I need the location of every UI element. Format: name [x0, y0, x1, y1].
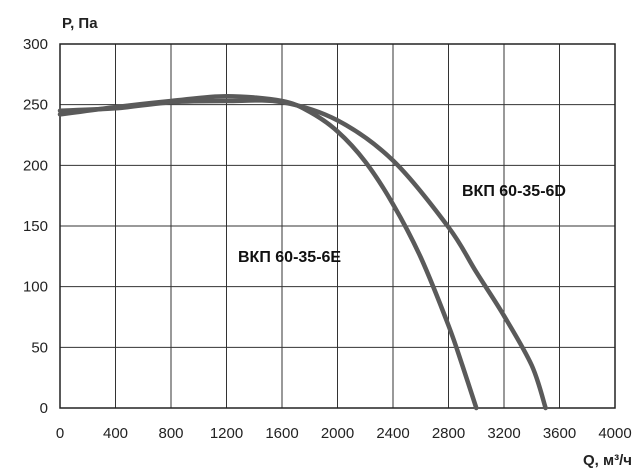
curves — [57, 93, 548, 411]
y-tick-label: 150 — [23, 218, 48, 235]
y-axis-title: P, Па — [62, 15, 98, 32]
series-label-6d: ВКП 60-35-6D — [462, 183, 566, 200]
x-tick-label: 1200 — [210, 425, 243, 442]
x-tick-label: 0 — [56, 425, 64, 442]
y-tick-label: 200 — [23, 157, 48, 174]
y-tick-label: 0 — [40, 400, 48, 417]
x-tick-label: 400 — [103, 425, 128, 442]
y-tick-label: 100 — [23, 279, 48, 296]
x-tick-label: 2000 — [321, 425, 354, 442]
x-tick-label: 1600 — [265, 425, 298, 442]
x-axis-title: Q, м³/ч — [583, 452, 632, 469]
x-tick-label: 2400 — [376, 425, 409, 442]
x-tick-label: 3600 — [543, 425, 576, 442]
series-label-6e: ВКП 60-35-6E — [238, 249, 341, 266]
y-tick-label: 300 — [23, 36, 48, 53]
tick-labels: 0 400 800 1200 1600 2000 2400 2800 3200 3600 4000 0… — [23, 36, 632, 442]
y-tick-label: 250 — [23, 97, 48, 114]
x-tick-label: 2800 — [432, 425, 465, 442]
plot-frame — [59, 43, 616, 409]
y-tick-label: 50 — [31, 339, 48, 356]
curve-6d — [57, 98, 548, 411]
x-tick-label: 4000 — [598, 425, 631, 442]
x-tick-label: 800 — [158, 425, 183, 442]
grid — [59, 43, 616, 409]
x-tick-label: 3200 — [487, 425, 520, 442]
